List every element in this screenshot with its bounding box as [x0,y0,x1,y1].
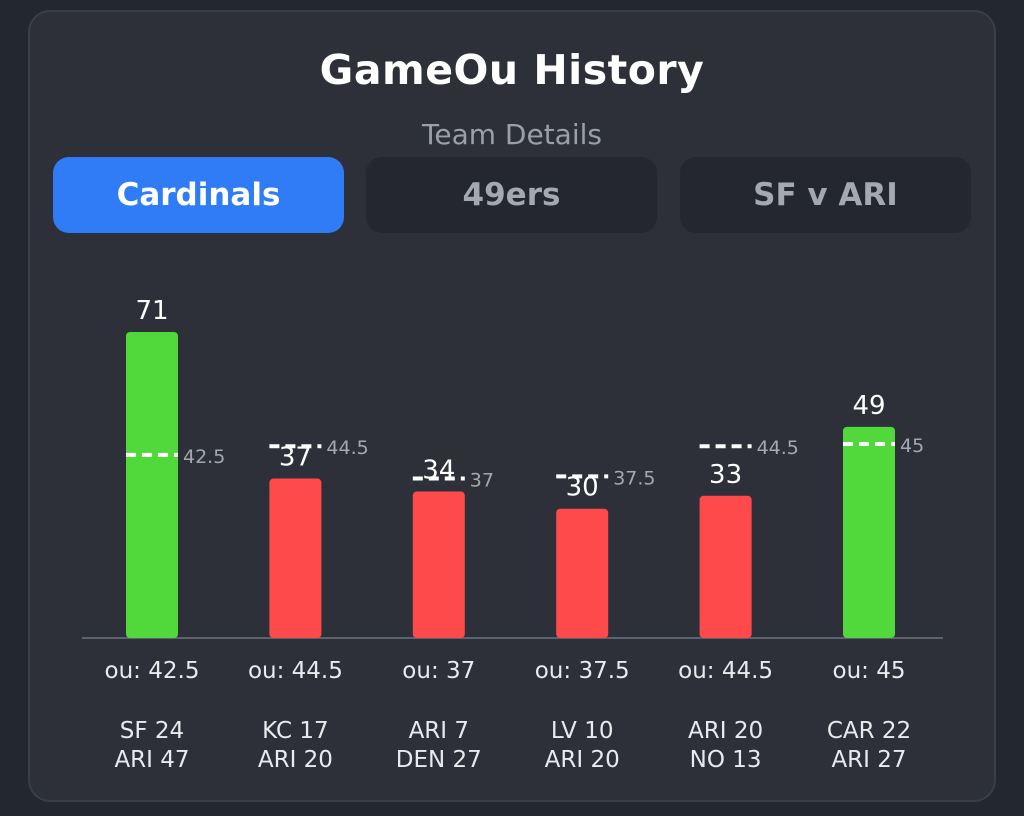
matchup-team2-label: DEN 27 [396,747,482,773]
matchup-team1-label: SF 24 [120,718,184,744]
bar [126,332,178,638]
ou-line-label: 44.5 [326,437,368,459]
ou-tick-label: ou: 37 [402,658,475,684]
tab-49ers[interactable]: 49ers [366,157,657,233]
page-subtitle: Team Details [422,118,602,151]
bar [412,491,465,638]
ou-line-label: 37 [470,470,494,492]
bar [556,508,609,638]
bar [269,478,322,638]
bar [699,495,752,638]
ou-tick-label: ou: 37.5 [535,658,630,684]
ou-tick-label: ou: 44.5 [678,658,773,684]
ou-line-label: 45 [900,435,924,457]
bar-value-label: 33 [709,460,742,490]
ou-line-label: 42.5 [183,446,225,468]
ou-tick-label: ou: 44.5 [248,658,343,684]
matchup-team2-label: ARI 47 [114,747,189,773]
game-ou-card: GameOu History Team Details [28,10,996,802]
ou-line-label: 37.5 [613,467,655,489]
matchup-team1-label: KC 17 [262,718,328,744]
ou-line-label: 44.5 [757,437,799,459]
matchup-team2-label: ARI 20 [545,747,620,773]
matchup-team1-label: ARI 7 [409,718,469,744]
matchup-team1-label: ARI 20 [688,718,763,744]
tab-cardinals[interactable]: Cardinals [53,157,344,233]
bar-value-label: 34 [422,455,455,485]
page-title: GameOu History [319,46,705,94]
matchup-team2-label: NO 13 [690,747,762,773]
ou-tick-label: ou: 45 [833,658,906,684]
bar-value-label: 71 [135,296,168,326]
matchup-team2-label: ARI 20 [258,747,333,773]
ou-tick-label: ou: 42.5 [105,658,200,684]
tab-sf-v-ari[interactable]: SF v ARI [680,157,971,233]
matchup-team2-label: ARI 27 [831,747,906,773]
matchup-team1-label: LV 10 [551,718,614,744]
bar-value-label: 49 [852,391,885,421]
matchup-team1-label: CAR 22 [827,718,911,744]
bar [843,426,895,638]
